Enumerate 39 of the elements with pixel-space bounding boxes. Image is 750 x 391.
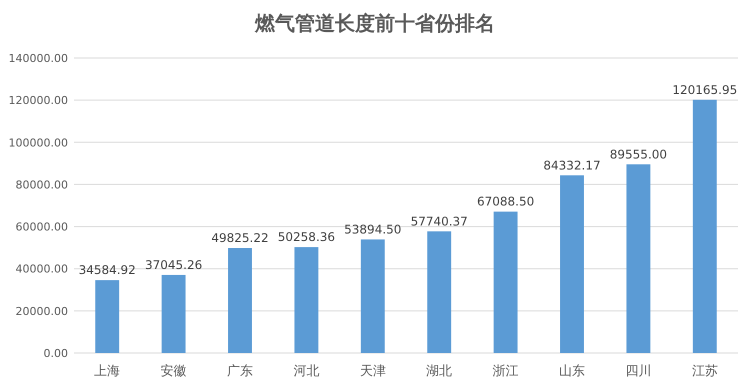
bar bbox=[162, 274, 186, 353]
data-label: 120165.95 bbox=[672, 82, 738, 97]
y-tick-label: 100000.00 bbox=[8, 136, 68, 150]
y-tick-label: 140000.00 bbox=[8, 52, 68, 65]
y-tick-label: 20000.00 bbox=[16, 304, 68, 318]
bar bbox=[427, 231, 452, 353]
x-tick-label: 山东 bbox=[559, 364, 585, 379]
y-tick-label: 80000.00 bbox=[16, 178, 68, 192]
y-tick-label: 0.00 bbox=[44, 347, 68, 360]
data-label: 34584.92 bbox=[78, 263, 136, 278]
chart-title: 燃气管道长度前十省份排名 bbox=[254, 11, 495, 35]
x-tick-label: 湖北 bbox=[426, 364, 452, 379]
y-tick-label: 40000.00 bbox=[16, 262, 68, 276]
bar bbox=[494, 212, 518, 353]
data-label: 49825.22 bbox=[211, 231, 269, 246]
x-tick-label: 安徽 bbox=[160, 363, 187, 379]
data-label: 84332.17 bbox=[543, 158, 601, 172]
bar bbox=[692, 100, 717, 353]
x-tick-label: 四川 bbox=[625, 364, 652, 379]
bar bbox=[360, 239, 385, 353]
data-label: 37045.26 bbox=[144, 258, 202, 272]
y-tick-label: 120000.00 bbox=[8, 94, 68, 108]
data-label: 67088.50 bbox=[476, 194, 534, 209]
data-label: 57740.37 bbox=[410, 214, 468, 228]
x-tick-label: 江苏 bbox=[692, 364, 718, 379]
bar bbox=[95, 280, 120, 353]
bar bbox=[560, 175, 584, 353]
x-tick-label: 上海 bbox=[94, 364, 120, 379]
x-tick-label: 河北 bbox=[293, 364, 320, 379]
x-tick-label: 浙江 bbox=[492, 364, 519, 379]
data-label: 89555.00 bbox=[610, 147, 668, 162]
y-tick-label: 60000.00 bbox=[16, 220, 68, 234]
data-label: 53894.50 bbox=[344, 222, 402, 236]
bar bbox=[294, 247, 318, 353]
bar bbox=[228, 248, 252, 353]
x-tick-label: 广东 bbox=[227, 364, 253, 379]
data-label: 50258.36 bbox=[278, 230, 336, 244]
x-tick-label: 天津 bbox=[360, 364, 386, 379]
bar bbox=[626, 164, 650, 353]
